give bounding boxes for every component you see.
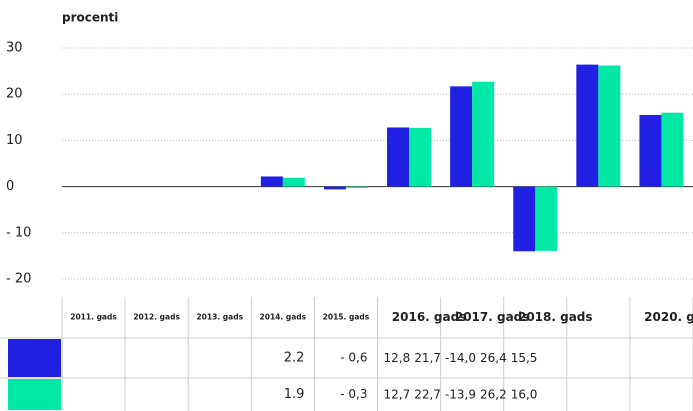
value-label: 12,7 [384,387,411,401]
bar [639,114,662,187]
value-label: 15,5 [511,351,538,365]
bar [409,127,432,187]
y-tick-label: 20 [6,87,23,102]
value-label: 2.2 [284,351,305,366]
value-label: 16,0 [511,387,538,401]
value-label: 21,7 [414,351,441,365]
value-labels: 12,7 22,7 -13,9 26,2 16,0 [384,387,538,401]
value-labels: 12,8 21,7 -14,0 26,4 15,5 [384,351,538,365]
x-tick-label: 2017. gads [455,310,530,324]
bar [323,186,346,190]
bar [598,65,621,187]
bar [535,186,558,251]
x-tick-label: 2018. gads [518,310,593,324]
value-label: - 0,3 [340,387,367,401]
y-tick-label: - 20 [6,272,31,287]
value-label: 22,7 [414,387,441,401]
value-label: 26,4 [480,351,507,365]
x-tick-label: 2014. gads [260,313,307,322]
x-tick-label: 2012. gads [133,313,180,322]
bar [387,127,410,187]
value-label: -13,9 [445,387,476,401]
x-tick-label: 2020. gads [644,310,693,324]
bar [513,186,536,252]
bar [282,177,305,187]
legend-swatch [8,339,61,377]
value-label: 26,2 [480,387,507,401]
x-tick-label: 2013. gads [196,313,243,322]
y-tick-label: 30 [6,41,23,56]
bar [576,64,599,187]
bar [260,176,283,187]
value-label: -14,0 [445,351,476,365]
bar [661,112,684,187]
x-tick-label: 2011. gads [70,313,117,322]
y-tick-label: - 10 [6,225,31,240]
value-label: - 0,6 [340,351,367,365]
y-tick-label: 10 [6,133,23,148]
y-tick-label: 0 [6,179,14,194]
bar [472,81,495,187]
bar [450,86,473,187]
value-label: 1.9 [284,387,305,402]
value-label: 12,8 [384,351,411,365]
legend-swatch [8,379,61,410]
chart-title: procenti [62,11,118,25]
x-tick-label: 2015. gads [323,313,370,322]
x-tick-label: 2016. gads [392,310,467,324]
bar [345,186,368,188]
